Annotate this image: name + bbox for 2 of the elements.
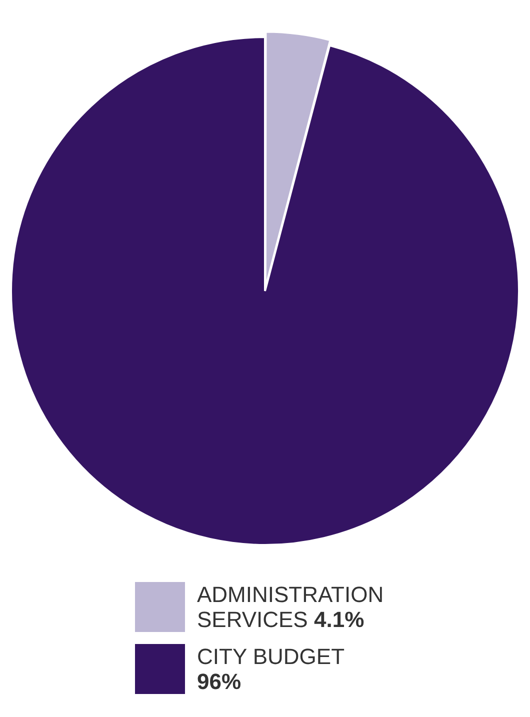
data-label: 4.1% bbox=[314, 607, 364, 632]
data-label: 96% bbox=[197, 669, 242, 694]
